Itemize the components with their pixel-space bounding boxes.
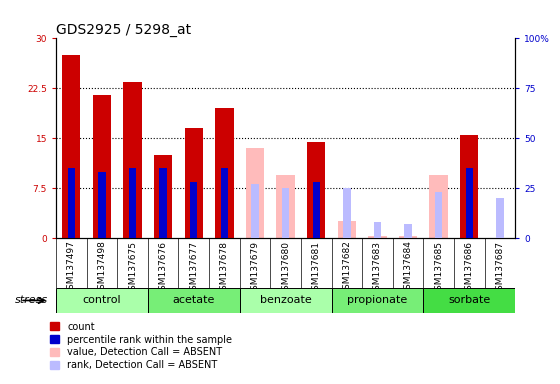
FancyBboxPatch shape	[332, 288, 423, 313]
Text: GSM137684: GSM137684	[404, 240, 413, 295]
Text: GSM137687: GSM137687	[496, 240, 505, 296]
Text: GSM137682: GSM137682	[342, 240, 351, 295]
FancyBboxPatch shape	[56, 288, 148, 313]
Bar	[338, 222, 356, 238]
Text: GSM137675: GSM137675	[128, 240, 137, 296]
Text: GSM137676: GSM137676	[158, 240, 167, 296]
Bar	[496, 198, 503, 238]
Bar	[62, 55, 81, 238]
Text: benzoate: benzoate	[260, 295, 311, 306]
Text: GSM137679: GSM137679	[250, 240, 259, 296]
Bar	[374, 222, 381, 238]
FancyBboxPatch shape	[148, 288, 240, 313]
Bar	[368, 236, 386, 238]
Text: GSM137678: GSM137678	[220, 240, 229, 296]
Bar	[246, 148, 264, 238]
Text: GSM137498: GSM137498	[97, 240, 106, 295]
Text: GSM137681: GSM137681	[312, 240, 321, 296]
Bar	[185, 128, 203, 238]
Bar	[460, 135, 478, 238]
Text: GSM137683: GSM137683	[373, 240, 382, 296]
FancyBboxPatch shape	[240, 288, 332, 313]
Text: GSM137685: GSM137685	[434, 240, 443, 296]
Text: sorbate: sorbate	[448, 295, 491, 306]
Bar	[93, 95, 111, 238]
Bar	[68, 168, 75, 238]
Text: acetate: acetate	[172, 295, 215, 306]
Bar	[98, 172, 106, 238]
Bar	[154, 155, 172, 238]
Bar	[251, 184, 259, 238]
Bar	[221, 168, 228, 238]
Legend: count, percentile rank within the sample, value, Detection Call = ABSENT, rank, : count, percentile rank within the sample…	[50, 322, 232, 371]
Bar	[343, 188, 351, 238]
Bar	[465, 168, 473, 238]
Bar	[277, 175, 295, 238]
Text: GSM137680: GSM137680	[281, 240, 290, 296]
Bar	[307, 142, 325, 238]
Bar	[435, 192, 442, 238]
Bar	[215, 108, 234, 238]
Text: GSM137677: GSM137677	[189, 240, 198, 296]
FancyBboxPatch shape	[423, 288, 515, 313]
Bar	[312, 182, 320, 238]
Bar	[399, 236, 417, 238]
Text: control: control	[83, 295, 121, 306]
Text: GDS2925 / 5298_at: GDS2925 / 5298_at	[56, 23, 191, 37]
Bar	[430, 175, 448, 238]
Text: propionate: propionate	[347, 295, 408, 306]
Bar	[123, 82, 142, 238]
Bar	[160, 168, 167, 238]
Bar	[129, 168, 136, 238]
Bar	[190, 182, 198, 238]
Text: stress: stress	[15, 295, 48, 306]
Text: GSM137686: GSM137686	[465, 240, 474, 296]
Bar	[404, 224, 412, 238]
Bar	[282, 188, 290, 238]
Text: GSM137497: GSM137497	[67, 240, 76, 295]
